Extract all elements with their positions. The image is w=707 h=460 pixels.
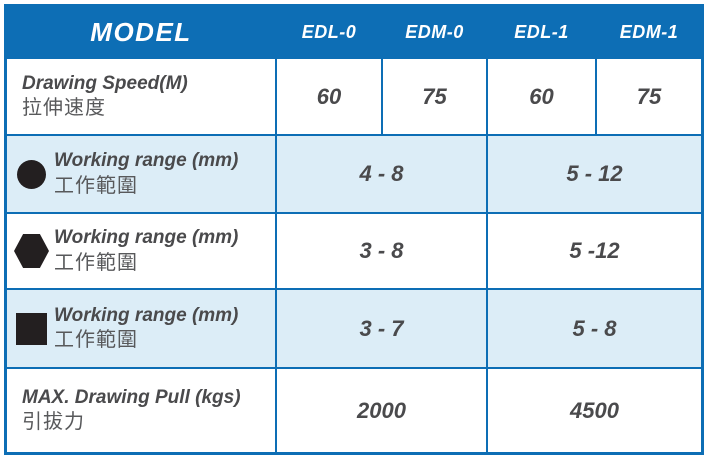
working-range-square-label-zh: 工作範圍: [54, 329, 138, 352]
working-range-hex-group-0: 3 - 8: [277, 214, 486, 288]
square-wire-icon: [9, 312, 54, 345]
row-max-drawing-pull-label: MAX. Drawing Pull (kgs) 引拔力: [7, 369, 275, 452]
max-drawing-pull-group-0: 2000: [277, 369, 486, 452]
column-header-edm-0: EDM-0: [405, 21, 464, 42]
hex-wire-icon: [9, 234, 54, 268]
label-text-block: Drawing Speed(M) 拉伸速度: [22, 72, 188, 122]
max-drawing-pull-label-en: MAX. Drawing Pull (kgs): [22, 386, 241, 408]
label-text-block: Working range (mm) 工作範圍: [54, 226, 238, 276]
table-header: MODEL EDL-0 EDM-0 EDL-1 EDM-1: [7, 7, 701, 57]
working-range-hex-label-en: Working range (mm): [54, 227, 239, 249]
drawing-speed-label-zh: 拉伸速度: [22, 97, 106, 120]
max-drawing-pull-label-zh: 引拔力: [22, 411, 85, 434]
drawing-speed-edm-0: 75: [383, 59, 486, 134]
working-range-square-group-0: 3 - 7: [277, 290, 486, 367]
model-header-label: MODEL: [90, 16, 192, 47]
working-range-square-group-1: 5 - 8: [488, 290, 701, 367]
row-working-range-hex-label: Working range (mm) 工作範圍: [7, 214, 275, 288]
working-range-round-group-1: 5 - 12: [488, 136, 701, 212]
specification-table: MODEL EDL-0 EDM-0 EDL-1 EDM-1 Drawing Sp…: [4, 4, 704, 455]
drawing-speed-edl-0: 60: [277, 59, 381, 134]
column-header-edl-0: EDL-0: [301, 21, 357, 42]
row-working-range-round-label: Working range (mm) 工作範圍: [7, 136, 275, 212]
drawing-speed-edl-1: 60: [488, 59, 595, 134]
working-range-round-label-zh: 工作範圍: [54, 174, 138, 197]
working-range-hex-label-zh: 工作範圍: [54, 251, 138, 274]
row-working-range-square-label: Working range (mm) 工作範圍: [7, 290, 275, 367]
working-range-round-label-en: Working range (mm): [54, 150, 239, 172]
drawing-speed-edm-1: 75: [597, 59, 701, 134]
max-drawing-pull-group-1: 4500: [488, 369, 701, 452]
working-range-round-group-0: 4 - 8: [277, 136, 486, 212]
column-header-edm-1: EDM-1: [619, 21, 679, 42]
label-text-block: Working range (mm) 工作範圍: [54, 149, 238, 199]
working-range-square-label-en: Working range (mm): [54, 304, 239, 326]
column-header-edl-1: EDL-1: [514, 21, 569, 42]
round-wire-icon: [9, 159, 54, 189]
label-text-block: Working range (mm) 工作範圍: [54, 304, 238, 354]
row-drawing-speed-label: Drawing Speed(M) 拉伸速度: [7, 59, 275, 134]
drawing-speed-label-en: Drawing Speed(M): [22, 72, 188, 94]
label-text-block: MAX. Drawing Pull (kgs) 引拔力: [22, 386, 241, 436]
working-range-hex-group-1: 5 -12: [488, 214, 701, 288]
